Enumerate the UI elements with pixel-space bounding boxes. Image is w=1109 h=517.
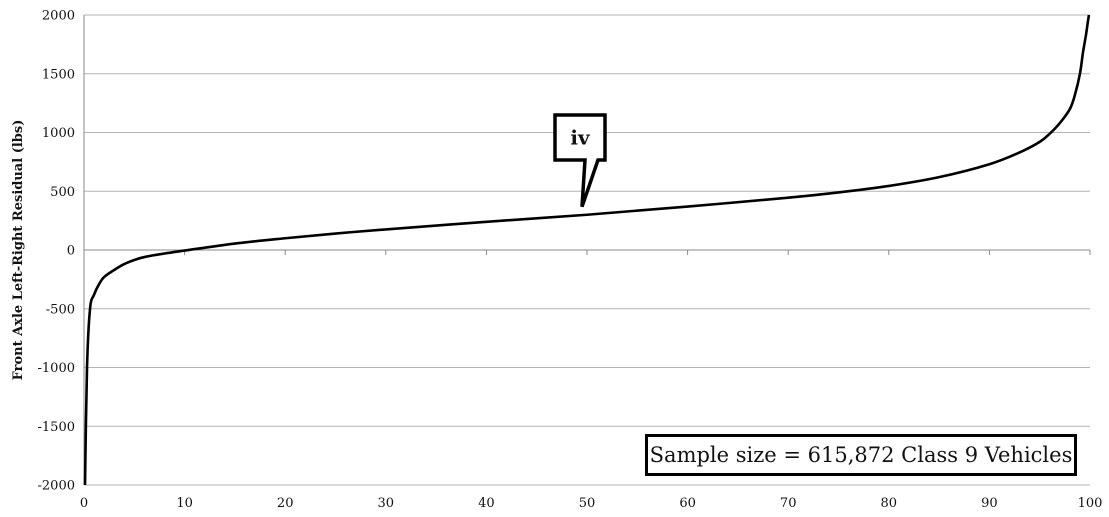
x-tick-label-1: 10 <box>176 496 193 511</box>
y-tick-label-5: 500 <box>50 185 75 200</box>
callout-shape <box>553 113 607 208</box>
x-tick-label-6: 60 <box>679 496 696 511</box>
y-tick-label-2: -1000 <box>38 361 75 376</box>
y-tick-label-3: -500 <box>46 302 75 317</box>
y-tick-label-8: 2000 <box>42 9 75 24</box>
x-tick-label-10: 100 <box>1078 496 1103 511</box>
y-tick-label-6: 1000 <box>42 126 75 141</box>
y-tick-label-7: 1500 <box>42 67 75 82</box>
series-line <box>83 14 1091 486</box>
y-tick-label-4: 0 <box>67 244 75 259</box>
x-tick-label-2: 20 <box>277 496 294 511</box>
x-tick-label-8: 80 <box>881 496 898 511</box>
sample-size-note: Sample size = 615,872 Class 9 Vehicles <box>645 434 1077 476</box>
y-axis-label: Front Axle Left-Right Residual (lbs) <box>11 120 26 381</box>
axes <box>83 15 1091 485</box>
annotation-label: iv <box>570 126 591 150</box>
x-tick-label-0: 0 <box>80 496 88 511</box>
annotation-callout: iv <box>553 113 607 208</box>
x-tick-label-7: 70 <box>780 496 797 511</box>
x-tick-label-4: 40 <box>478 496 495 511</box>
y-tick-labels: -2000 -1500 -1000 -500 0 500 1000 1500 2000 <box>38 9 75 494</box>
x-tick-labels: 0 10 20 30 40 50 60 70 80 90 100 <box>80 496 1103 511</box>
x-tick-label-5: 50 <box>579 496 596 511</box>
y-tick-label-1: -1500 <box>38 420 75 435</box>
x-tick-label-9: 90 <box>981 496 998 511</box>
y-tick-label-0: -2000 <box>38 479 75 494</box>
x-tick-label-3: 30 <box>378 496 395 511</box>
